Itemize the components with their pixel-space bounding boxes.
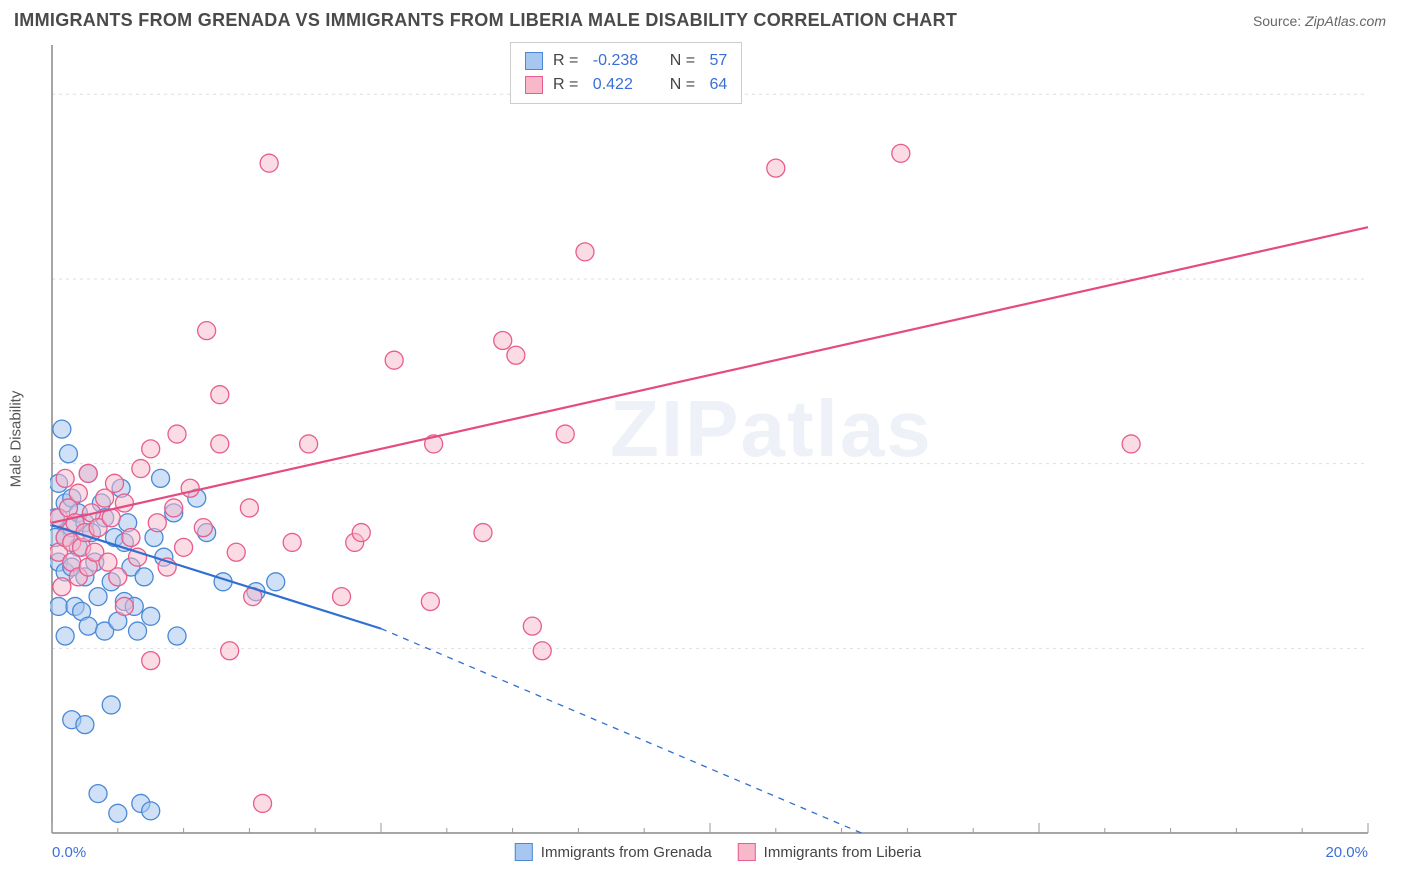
- legend-swatch-icon: [738, 843, 756, 861]
- source-link[interactable]: ZipAtlas.com: [1305, 13, 1386, 29]
- series-swatch-icon: [525, 76, 543, 94]
- legend-swatch-icon: [515, 843, 533, 861]
- legend-label: Immigrants from Liberia: [764, 844, 922, 861]
- scatter-chart: [50, 43, 1370, 835]
- y-axis-label: Male Disability: [8, 391, 25, 488]
- series-swatch-icon: [525, 52, 543, 70]
- correlation-stats-box: R = -0.238 N = 57R = 0.422 N = 64: [510, 42, 742, 104]
- stats-row: R = 0.422 N = 64: [525, 73, 727, 97]
- x-tick-label: 0.0%: [52, 844, 86, 861]
- chart-title: IMMIGRANTS FROM GRENADA VS IMMIGRANTS FR…: [14, 10, 957, 31]
- chart-header: IMMIGRANTS FROM GRENADA VS IMMIGRANTS FR…: [0, 0, 1406, 39]
- r-value: -0.238: [593, 49, 651, 73]
- n-value: 57: [709, 49, 727, 73]
- r-value: 0.422: [593, 73, 651, 97]
- legend-item: Immigrants from Grenada: [515, 843, 712, 861]
- stats-row: R = -0.238 N = 57: [525, 49, 727, 73]
- n-value: 64: [709, 73, 727, 97]
- chart-container: Male Disability ZIPatlas R = -0.238 N = …: [50, 43, 1386, 835]
- source-attribution: Source: ZipAtlas.com: [1253, 13, 1386, 29]
- chart-legend: Immigrants from Grenada Immigrants from L…: [515, 843, 921, 861]
- x-tick-label: 20.0%: [1325, 844, 1368, 861]
- legend-label: Immigrants from Grenada: [541, 844, 712, 861]
- legend-item: Immigrants from Liberia: [738, 843, 922, 861]
